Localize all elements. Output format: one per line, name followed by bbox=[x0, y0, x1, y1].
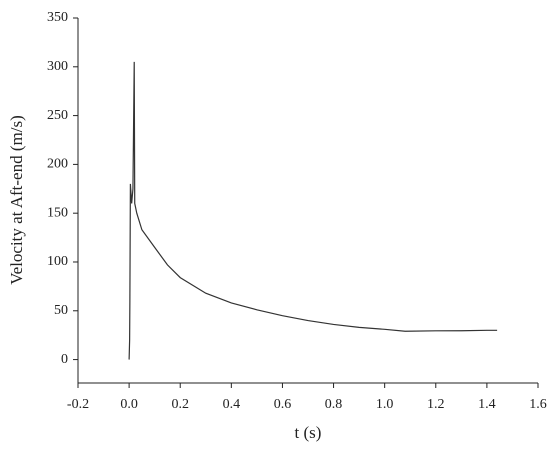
x-tick-label: 1.2 bbox=[427, 397, 445, 412]
y-tick-label: 250 bbox=[47, 108, 68, 123]
y-tick-label: 300 bbox=[47, 59, 68, 74]
data-line bbox=[128, 61, 498, 360]
y-tick-label: 350 bbox=[47, 10, 68, 25]
x-tick-label: 0.2 bbox=[171, 397, 189, 412]
y-tick-label: 0 bbox=[61, 352, 68, 367]
x-tick-label: 1.0 bbox=[376, 397, 394, 412]
x-tick-label: -0.2 bbox=[67, 397, 89, 412]
y-tick-label: 150 bbox=[47, 205, 68, 220]
y-axis-label: Velocity at Aft-end (m/s) bbox=[7, 115, 26, 285]
y-tick-label: 50 bbox=[54, 303, 68, 318]
x-tick-label: 0.0 bbox=[120, 397, 138, 412]
x-tick-label: 0.8 bbox=[325, 397, 343, 412]
x-tick-label: 1.6 bbox=[529, 397, 547, 412]
x-tick-label: 1.4 bbox=[478, 397, 496, 412]
x-axis-label: t (s) bbox=[295, 423, 322, 442]
x-tick-label: 0.4 bbox=[223, 397, 241, 412]
x-tick-label: 0.6 bbox=[274, 397, 292, 412]
y-tick-label: 100 bbox=[47, 254, 68, 269]
y-tick-label: 200 bbox=[47, 157, 68, 172]
